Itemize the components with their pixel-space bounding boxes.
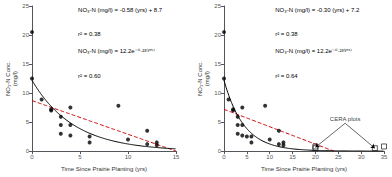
svg-text:5: 5 bbox=[245, 154, 249, 160]
svg-text:0: 0 bbox=[218, 148, 222, 154]
svg-text:5: 5 bbox=[218, 119, 222, 125]
svg-text:10: 10 bbox=[214, 90, 221, 96]
svg-text:r² = 0.64: r² = 0.64 bbox=[275, 73, 298, 79]
svg-text:Time Since Prairie Planting (y: Time Since Prairie Planting (yrs) bbox=[261, 166, 347, 172]
svg-text:NO₃-N (mg/l) = 12.2e⁻⁰·²³⁽ʸʳˢ⁾: NO₃-N (mg/l) = 12.2e⁻⁰·²³⁽ʸʳˢ⁾ bbox=[78, 48, 155, 54]
svg-text:15: 15 bbox=[214, 61, 221, 67]
svg-text:CERA plots: CERA plots bbox=[330, 116, 361, 122]
svg-text:r² = 0.38: r² = 0.38 bbox=[78, 31, 101, 37]
svg-text:Time Since Prairie Planting (y: Time Since Prairie Planting (yrs) bbox=[61, 166, 147, 172]
svg-text:r² = 0.38: r² = 0.38 bbox=[275, 31, 298, 37]
svg-text:NO₃-N Conc.: NO₃-N Conc. bbox=[197, 61, 203, 96]
svg-text:r² = 0.60: r² = 0.60 bbox=[78, 73, 101, 79]
svg-text:5: 5 bbox=[78, 154, 82, 160]
svg-text:20: 20 bbox=[22, 32, 29, 38]
svg-text:30: 30 bbox=[358, 154, 365, 160]
svg-text:NO₃-N (mg/l) = -0.30 (yrs) + 7: NO₃-N (mg/l) = -0.30 (yrs) + 7.2 bbox=[275, 7, 360, 13]
svg-text:(mg/l): (mg/l) bbox=[12, 71, 18, 86]
svg-text:10: 10 bbox=[125, 154, 132, 160]
svg-text:35: 35 bbox=[381, 154, 388, 160]
svg-text:15: 15 bbox=[173, 154, 180, 160]
svg-text:5: 5 bbox=[26, 119, 30, 125]
svg-text:0: 0 bbox=[30, 154, 34, 160]
svg-text:NO₃-N (mg/l) = -0.58 (yrs) + 8: NO₃-N (mg/l) = -0.58 (yrs) + 8.7 bbox=[78, 7, 163, 13]
svg-text:25: 25 bbox=[335, 154, 342, 160]
svg-text:20: 20 bbox=[214, 32, 221, 38]
svg-text:10: 10 bbox=[266, 154, 273, 160]
svg-text:(mg/l): (mg/l) bbox=[204, 71, 210, 86]
svg-text:10: 10 bbox=[22, 90, 29, 96]
svg-text:25: 25 bbox=[22, 3, 29, 9]
svg-text:NO₃-N Conc.: NO₃-N Conc. bbox=[5, 61, 11, 96]
svg-text:25: 25 bbox=[214, 3, 221, 9]
svg-text:0: 0 bbox=[222, 154, 226, 160]
svg-text:0: 0 bbox=[26, 148, 30, 154]
svg-text:15: 15 bbox=[289, 154, 296, 160]
svg-text:20: 20 bbox=[312, 154, 319, 160]
svg-text:NO₃-N (mg/l) = 12.2e⁻⁰·²³⁽ʸʳˢ⁾: NO₃-N (mg/l) = 12.2e⁻⁰·²³⁽ʸʳˢ⁾ bbox=[275, 48, 352, 54]
svg-text:15: 15 bbox=[22, 61, 29, 67]
